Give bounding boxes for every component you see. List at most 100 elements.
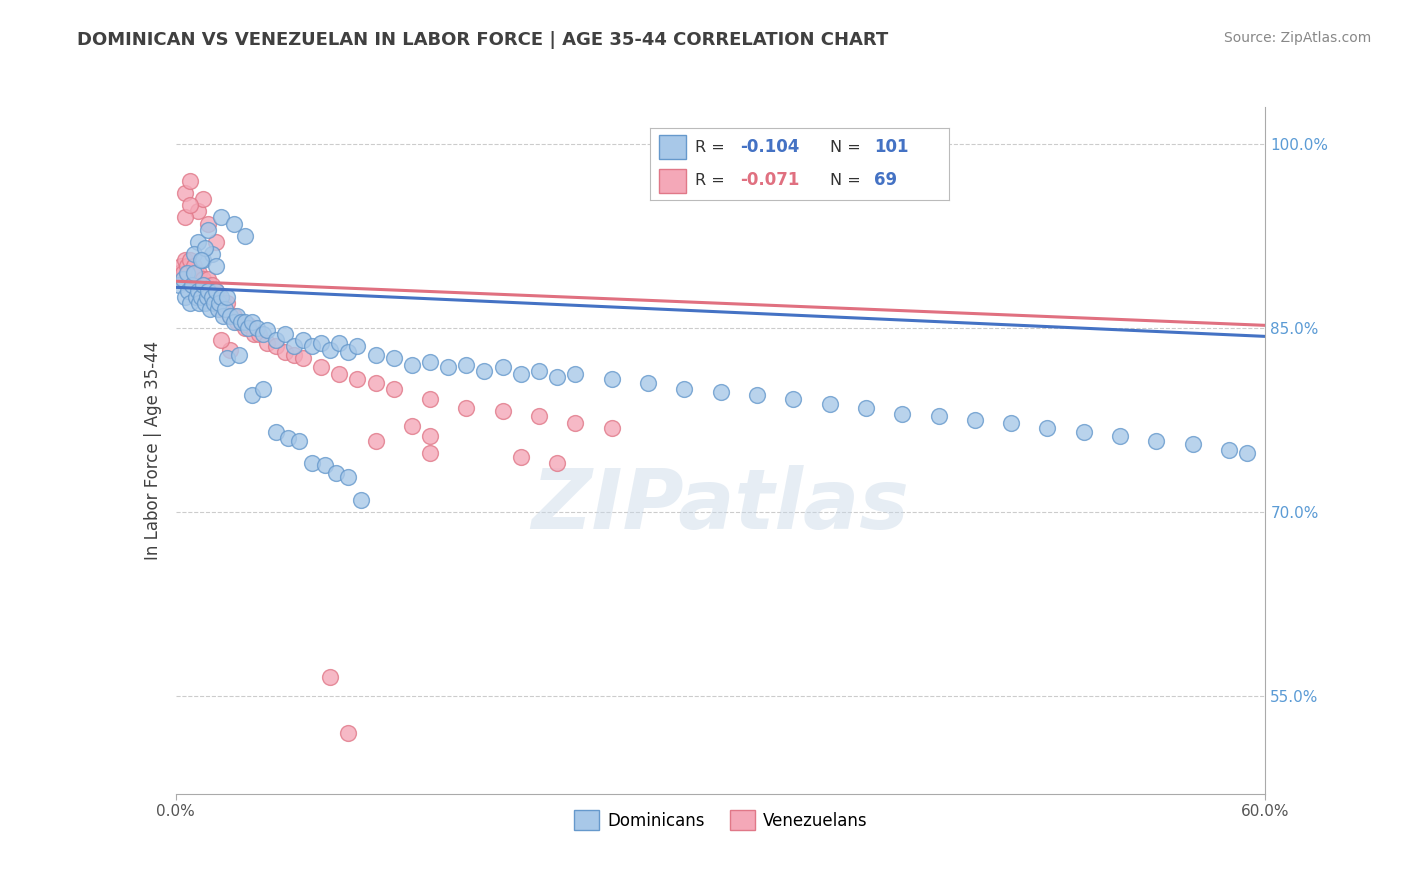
- Point: [963, 413, 986, 427]
- Point: [277, 431, 299, 445]
- Point: [264, 339, 287, 353]
- Point: [1000, 417, 1022, 431]
- Point: [1036, 421, 1059, 435]
- Point: [231, 315, 253, 329]
- Point: [346, 339, 368, 353]
- Point: [288, 434, 311, 448]
- Point: [191, 277, 214, 292]
- Point: [219, 343, 242, 357]
- Point: [252, 382, 274, 396]
- Text: R =: R =: [695, 173, 724, 188]
- Point: [325, 466, 347, 480]
- Point: [212, 296, 235, 310]
- Point: [186, 284, 209, 298]
- Point: [191, 271, 214, 285]
- Point: [233, 321, 256, 335]
- Point: [207, 296, 229, 310]
- Point: [456, 401, 478, 415]
- Point: [173, 253, 195, 268]
- Point: [186, 235, 209, 249]
- Point: [546, 456, 568, 470]
- Point: [782, 392, 804, 406]
- Point: [419, 428, 441, 442]
- Point: [169, 277, 191, 292]
- Text: ZIPatlas: ZIPatlas: [531, 465, 910, 546]
- Point: [181, 277, 204, 292]
- Point: [564, 417, 586, 431]
- Point: [238, 318, 260, 333]
- Point: [176, 260, 198, 274]
- Point: [195, 290, 218, 304]
- Point: [183, 260, 205, 274]
- Point: [184, 290, 207, 304]
- Point: [382, 382, 405, 396]
- Point: [246, 321, 269, 335]
- Point: [214, 302, 236, 317]
- Point: [264, 333, 287, 347]
- Text: N =: N =: [830, 173, 860, 188]
- Text: DOMINICAN VS VENEZUELAN IN LABOR FORCE | AGE 35-44 CORRELATION CHART: DOMINICAN VS VENEZUELAN IN LABOR FORCE |…: [77, 31, 889, 49]
- Point: [319, 670, 342, 684]
- Point: [637, 376, 659, 390]
- Point: [191, 253, 214, 268]
- Point: [1218, 443, 1240, 458]
- Point: [195, 277, 218, 292]
- Point: [546, 369, 568, 384]
- Point: [172, 266, 194, 280]
- Point: [1181, 437, 1204, 451]
- Point: [222, 309, 245, 323]
- Point: [197, 222, 219, 236]
- Point: [226, 315, 249, 329]
- Point: [222, 315, 245, 329]
- Point: [219, 309, 242, 323]
- Point: [247, 326, 270, 341]
- Point: [301, 456, 323, 470]
- Point: [184, 266, 207, 280]
- Point: [188, 266, 211, 280]
- Point: [214, 302, 236, 317]
- Point: [319, 343, 342, 357]
- Point: [346, 372, 368, 386]
- Point: [301, 339, 323, 353]
- Point: [745, 388, 768, 402]
- Point: [201, 247, 224, 261]
- Point: [197, 284, 219, 298]
- Point: [600, 421, 623, 435]
- Text: 69: 69: [875, 171, 897, 189]
- Point: [437, 359, 460, 375]
- Point: [204, 260, 226, 274]
- Point: [202, 290, 225, 304]
- Point: [190, 290, 212, 304]
- Point: [194, 284, 217, 298]
- Point: [1073, 425, 1095, 439]
- Point: [215, 351, 238, 366]
- Point: [209, 302, 232, 317]
- Point: [382, 351, 405, 366]
- Point: [172, 271, 194, 285]
- Point: [209, 333, 232, 347]
- Point: [1109, 428, 1132, 442]
- Point: [274, 326, 297, 341]
- Point: [200, 302, 222, 317]
- FancyBboxPatch shape: [659, 169, 686, 193]
- Point: [215, 290, 238, 304]
- Point: [179, 198, 201, 212]
- Point: [233, 228, 256, 243]
- Point: [204, 284, 226, 298]
- Point: [291, 333, 314, 347]
- Point: [337, 345, 360, 359]
- Point: [264, 425, 287, 439]
- Point: [190, 253, 212, 268]
- Point: [240, 315, 263, 329]
- Point: [222, 217, 245, 231]
- Point: [233, 315, 256, 329]
- Point: [170, 260, 193, 274]
- Point: [337, 470, 360, 484]
- Text: R =: R =: [695, 140, 724, 154]
- Text: N =: N =: [830, 140, 860, 154]
- Point: [186, 204, 209, 219]
- Point: [309, 335, 332, 350]
- Point: [204, 284, 226, 298]
- Point: [166, 271, 188, 285]
- Point: [179, 253, 201, 268]
